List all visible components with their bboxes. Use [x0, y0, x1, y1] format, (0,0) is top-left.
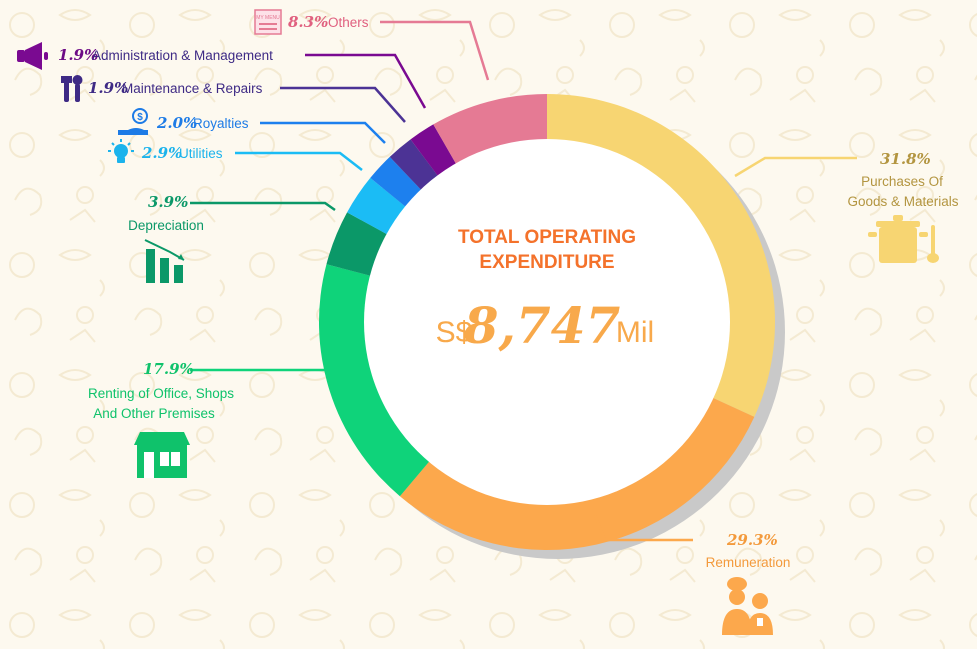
- menu-card-icon-text: MY MENU: [256, 15, 280, 21]
- leader-line-royalties: [260, 121, 386, 144]
- leader-line-purchases: [734, 156, 857, 178]
- leader-line-remuneration: [593, 514, 693, 542]
- cooking-pot-icon: [868, 215, 939, 263]
- label-royalties: Royalties: [193, 116, 249, 131]
- pct-label-maintenance: 1.9%: [88, 79, 128, 97]
- center-title-line1: TOTAL OPERATING: [458, 227, 636, 248]
- label-purchases-line1: Purchases Of: [861, 174, 943, 189]
- pct-label-remuneration: 29.3%: [726, 531, 778, 549]
- leader-line-depreciation: [190, 201, 336, 212]
- money-hand-icon: $: [118, 108, 148, 135]
- tools-icon: [61, 75, 83, 102]
- label-remuneration: Remuneration: [706, 555, 791, 570]
- label-renting-line2: And Other Premises: [93, 406, 215, 421]
- svg-text:$: $: [137, 112, 143, 123]
- storefront-icon: [134, 432, 190, 478]
- pct-label-depreciation: 3.9%: [148, 193, 188, 211]
- pct-label-renting: 17.9%: [143, 360, 194, 378]
- label-depreciation: Depreciation: [128, 218, 204, 233]
- donut-hole: [364, 139, 730, 505]
- leader-line-utilities: [235, 151, 363, 171]
- label-others: Others: [328, 15, 369, 30]
- pct-label-others: 8.3%: [288, 13, 328, 31]
- leader-line-administration: [305, 53, 427, 109]
- label-maintenance: Maintenance & Repairs: [122, 81, 263, 96]
- pct-label-royalties: 2.0%: [156, 114, 197, 132]
- center-title-line2: EXPENDITURE: [479, 252, 614, 273]
- center-unit: Mil: [616, 316, 654, 349]
- label-utilities: Utilities: [179, 146, 223, 161]
- menu-card-icon: MY MENU: [254, 9, 282, 35]
- center-currency: S$: [436, 316, 473, 349]
- declining-bars-icon: [144, 239, 185, 283]
- pct-label-administration: 1.9%: [58, 46, 98, 64]
- pct-label-purchases: 31.8%: [880, 150, 931, 168]
- label-purchases-line2: Goods & Materials: [847, 194, 958, 209]
- leader-line-maintenance: [280, 86, 406, 123]
- pct-label-utilities: 2.9%: [141, 144, 182, 162]
- lightbulb-icon: [108, 139, 134, 163]
- center-value: 8,747: [463, 296, 621, 355]
- label-administration: Administration & Management: [92, 48, 273, 63]
- megaphone-icon: [17, 42, 48, 70]
- leader-line-others: [380, 20, 490, 81]
- label-renting-line1: Renting of Office, Shops: [88, 386, 234, 401]
- staff-icon: [722, 577, 773, 635]
